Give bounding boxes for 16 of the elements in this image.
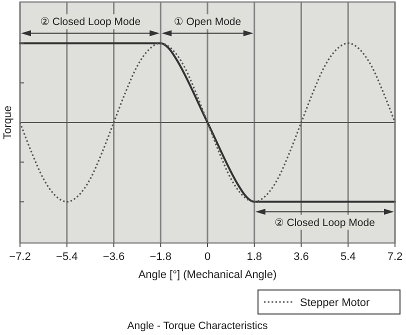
x-tick-label: −7.2 — [9, 251, 31, 263]
x-axis-title: Angle [°] (Mechanical Angle) — [138, 269, 277, 281]
band-label: ② Closed Loop Mode — [274, 216, 376, 229]
x-tick-label: 7.2 — [387, 251, 403, 263]
text: Angle - Torque Characteristics — [127, 320, 268, 332]
x-tick-label: −3.6 — [102, 251, 125, 263]
x-tick-label: 1.8 — [246, 251, 262, 263]
legend-label: Stepper Motor — [300, 297, 370, 309]
band-label: ① Open Mode — [174, 16, 242, 28]
x-tick-label: 3.6 — [294, 251, 309, 263]
x-tick-label: 5.4 — [340, 251, 356, 263]
x-tick-label: −5.4 — [56, 251, 78, 263]
x-tick-label: 0 — [204, 251, 211, 263]
band-label: ② Closed Loop Mode — [40, 16, 141, 28]
x-tick-label: −1.8 — [150, 251, 172, 263]
y-axis-title: Torque — [2, 106, 14, 140]
